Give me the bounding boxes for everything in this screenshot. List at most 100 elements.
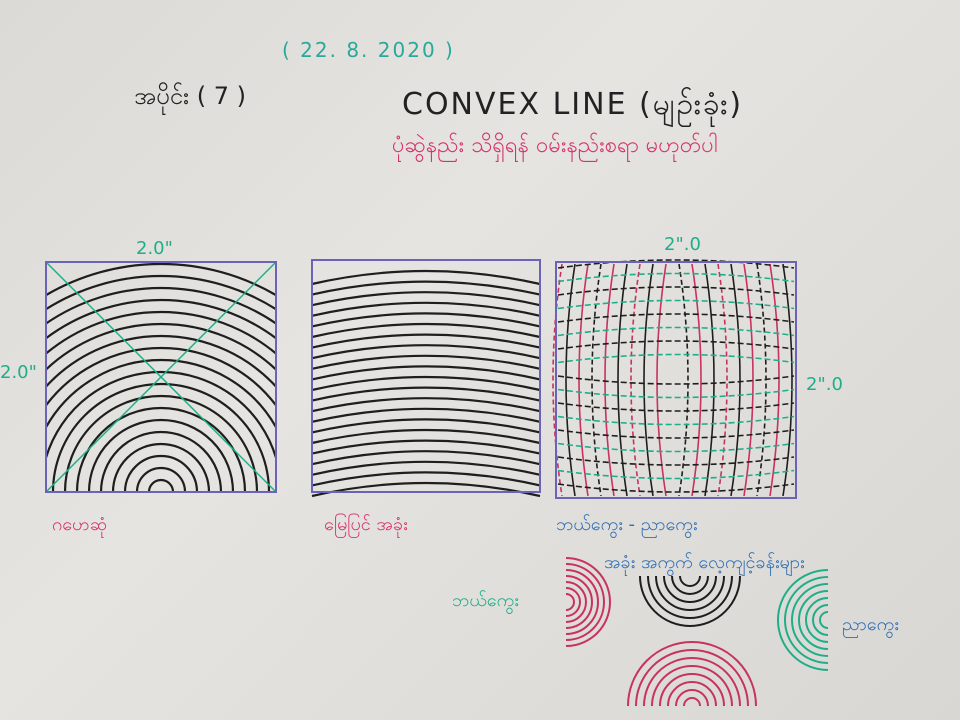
label-right-curve: ညာကွေး: [842, 614, 899, 635]
exercise-left-arc: [565, 557, 611, 647]
panel-2-arc: [311, 439, 541, 455]
panel-3-horizontal-arc: [557, 402, 795, 412]
panel-2-parallel-arcs: [311, 259, 541, 498]
panel-2-arc: [311, 375, 541, 392]
panel-2-frame: [311, 259, 541, 493]
dimension-label-right-3: 2".0: [806, 374, 843, 395]
panel-2-arc: [311, 481, 541, 498]
exercise-left-arc: [565, 569, 599, 635]
dimension-label-top-1: 2.0": [136, 238, 173, 259]
panel-2-arc: [311, 291, 541, 307]
panel-2-arc: [311, 312, 541, 328]
panel-2-arc: [311, 269, 541, 286]
exercise-bottom-arc: [651, 665, 733, 707]
panel-3-vertical-arc: [691, 263, 702, 497]
panel-1-arc: [45, 310, 277, 355]
lesson-number: အပိုင်း ( 7 ): [134, 82, 247, 110]
panel-3-vertical-arc: [769, 263, 780, 497]
panel-3-crossed-arcs: [552, 259, 797, 499]
panel-2-arc: [311, 418, 541, 434]
panel-3-vertical-arc: [782, 263, 793, 497]
exercise-left-arc: [565, 563, 605, 641]
subtitle-text: ပုံဆွဲနည်း သိရှိရန် ၀မ်းနည်းစရာ မဟုတ်ပါ: [392, 133, 718, 158]
panel-3-horizontal-arc: [557, 456, 795, 466]
exercise-green-arc: [791, 583, 829, 657]
panel-1-arc: [147, 478, 175, 493]
exercise-black-arc: [655, 575, 725, 611]
label-left-curve: ဘယ်ကွေး: [452, 590, 519, 611]
panel-3-horizontal-arc: [557, 272, 795, 283]
exercise-left-arc: [565, 581, 587, 623]
panel-3-horizontal-arc: [557, 388, 795, 399]
exercise-left-arc: [565, 593, 575, 611]
panel-1-arc: [75, 406, 247, 493]
exercise-black-arc: [639, 575, 741, 627]
panel-1-concentric-arcs: [44, 261, 278, 493]
panel-2-arc: [311, 471, 541, 487]
panel-3-frame: [555, 261, 797, 499]
exercise-green-arc: [805, 597, 829, 643]
panel-1-arc: [45, 274, 277, 311]
panel-1-arc: [135, 466, 187, 493]
panel-3-vertical-arc: [730, 263, 741, 497]
exercise-bottom-arc: [675, 689, 709, 707]
panel-2-arc: [311, 428, 541, 445]
panel-3-horizontal-arc: [557, 429, 795, 439]
panel-3-vertical-arc: [717, 263, 728, 497]
panel-3-vertical-arc: [604, 263, 615, 497]
panel-3-vertical-arc: [643, 263, 654, 497]
panel-2-arc: [311, 354, 541, 370]
exercise-green-arc: [777, 569, 829, 671]
panel-1-arc: [45, 322, 277, 371]
panel-2-arc: [311, 301, 541, 317]
caption-panel-1: ဂဟေဆုံ: [52, 514, 108, 535]
caption-panel-3: ဘယ်ကွေး - ညာကွေး: [556, 514, 698, 535]
panel-1-arc: [99, 430, 223, 493]
caption-panel-2: မြေပြင် အခုံး: [324, 514, 408, 535]
exercise-green-arc: [819, 611, 829, 629]
exercise-left-arc: [565, 587, 581, 617]
date-text: ( 22. 8. 2020 ): [282, 38, 455, 62]
panel-2-arc: [311, 460, 541, 476]
panel-1-arc: [45, 346, 277, 406]
exercise-arc-groups: [565, 557, 829, 707]
exercise-bottom-arc: [643, 657, 741, 707]
panel-2-arc: [311, 407, 541, 423]
exercise-green-arc: [784, 576, 829, 664]
panel-3-horizontal-arc: [557, 286, 795, 296]
panel-3-horizontal-arc: [557, 353, 795, 364]
panel-1-arc: [123, 454, 199, 493]
exercise-black-arc: [647, 575, 733, 619]
panel-3-horizontal-arc: [557, 259, 795, 269]
panel-2-arc: [311, 280, 541, 296]
exercise-black-arc: [679, 575, 701, 587]
panel-1-arc: [45, 358, 277, 428]
exercise-bottom-arc: [627, 641, 757, 707]
panel-3-horizontal-arc: [557, 326, 795, 337]
exercise-black-arc: [663, 575, 717, 603]
panel-2-arc: [311, 386, 541, 402]
exercise-bottom-arc: [635, 649, 749, 707]
panel-3-vertical-arc: [578, 263, 589, 497]
panel-1-arc: [45, 262, 277, 297]
panel-3-horizontal-arc: [557, 375, 795, 385]
panel-3-vertical-arc: [704, 263, 715, 497]
panel-3-vertical-arc: [630, 263, 641, 497]
panel-2-arc: [311, 333, 541, 349]
panel-2-arc: [311, 344, 541, 360]
panel-1-arc: [63, 394, 259, 493]
exercise-bottom-arc: [683, 697, 701, 707]
dimension-label-left-1: 2.0": [0, 362, 37, 383]
panel-3-horizontal-arc: [557, 469, 795, 480]
panel-2-arc: [311, 365, 541, 381]
panel-3-vertical-arc: [617, 263, 628, 497]
panel-1-arc: [45, 334, 277, 388]
exercise-black-arc: [671, 575, 709, 595]
panel-3-horizontal-arc: [557, 415, 795, 426]
panel-3-horizontal-arc: [557, 313, 795, 323]
panel-2-arc: [311, 450, 541, 466]
panel-1-arc: [45, 286, 277, 325]
exercise-bottom-arc: [659, 673, 725, 707]
panel-3-horizontal-arc: [557, 299, 795, 310]
